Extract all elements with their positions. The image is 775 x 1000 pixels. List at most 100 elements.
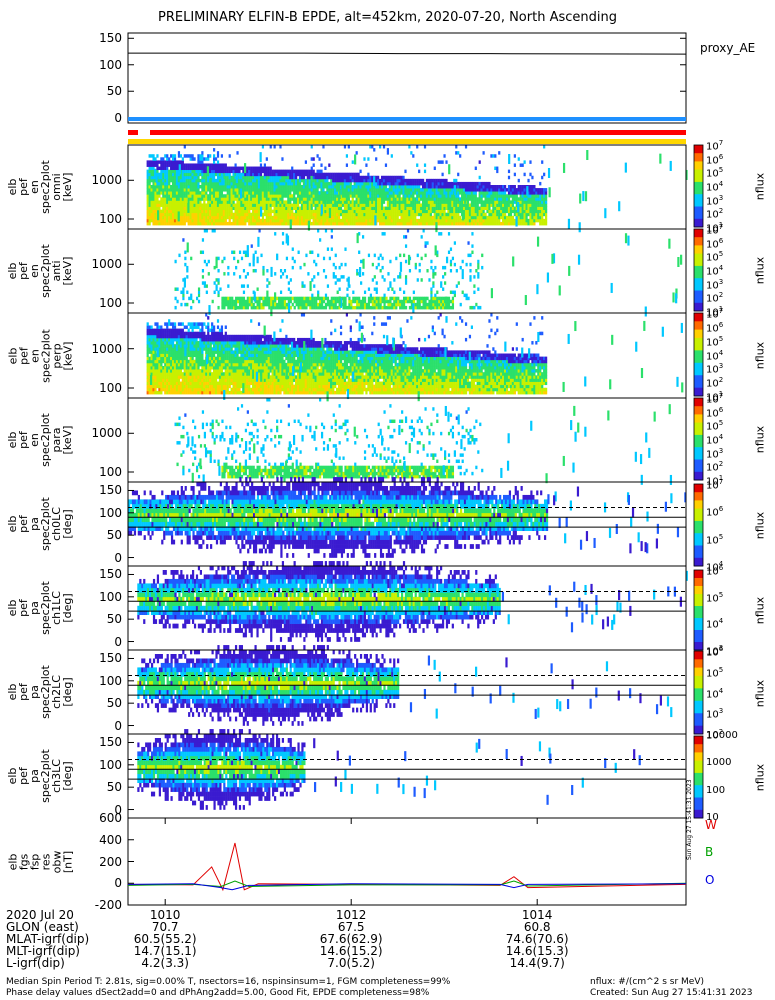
spectrogram-cell: [256, 302, 259, 307]
spectrogram-cell: [336, 209, 339, 214]
spectrogram-cell: [232, 215, 235, 220]
spectrogram-cell: [213, 290, 216, 295]
spectrogram-cell: [332, 209, 335, 214]
spectrogram-cell: [367, 157, 370, 161]
spectrogram-cell: [341, 172, 345, 177]
spectrogram-cell: [156, 194, 159, 198]
spectrogram-cell: [205, 163, 208, 167]
spectrogram-cell: [279, 269, 283, 273]
spectrogram-cell: [162, 175, 165, 180]
spectrogram-cell: [344, 262, 347, 267]
spectrogram-cell: [238, 203, 241, 207]
spectrogram-cell: [379, 203, 382, 207]
spectrogram-cell: [183, 172, 186, 177]
spectrogram-cell: [168, 375, 171, 379]
spectrogram-cell: [451, 212, 454, 217]
spectrogram-cell: [347, 221, 350, 226]
spectrogram-cell: [146, 344, 149, 348]
spectrogram-cell: [211, 181, 214, 186]
spectrogram-cell: [177, 350, 181, 354]
spectrogram-cell: [379, 191, 382, 195]
spectrogram-cell: [185, 359, 188, 364]
spectrogram-cell: [218, 203, 222, 207]
spectrogram-cell: [435, 194, 438, 198]
spectrogram-cell: [150, 384, 153, 389]
spectrogram-cell: [152, 200, 155, 204]
spectrogram-cell: [228, 172, 231, 177]
spectrogram-cell: [310, 175, 313, 186]
spectrogram-cell: [257, 215, 261, 220]
spectrogram-cell: [231, 250, 234, 255]
spectrogram-cell: [332, 215, 335, 220]
spectrogram-cell: [342, 302, 345, 307]
spectrogram-cell: [166, 344, 169, 348]
spectrogram-cell: [246, 166, 249, 171]
spectrogram-cell: [438, 305, 441, 310]
spectrogram-cell: [447, 302, 451, 307]
spectrogram-cell: [197, 185, 200, 189]
spectrogram-cell: [215, 284, 218, 288]
spectrogram-cell: [355, 221, 358, 226]
spectrogram-cell: [156, 191, 159, 195]
spectrogram-cell: [503, 206, 507, 211]
spectrogram-cell: [361, 181, 364, 186]
spectrogram-cell: [185, 194, 188, 198]
spectrogram-cell: [158, 188, 161, 192]
spectrogram-cell: [445, 305, 449, 310]
spectrogram-cell: [324, 206, 327, 211]
spectrogram-cell: [336, 185, 339, 189]
spectrogram-cell: [363, 175, 366, 180]
spectrogram-cell: [187, 334, 190, 339]
spectrogram-cell: [205, 290, 208, 295]
spectrogram-cell: [187, 328, 190, 333]
spectrogram-cell: [146, 206, 149, 211]
spectrogram-cell: [330, 215, 333, 220]
spectrogram-cell: [275, 209, 278, 214]
spectrogram-cell: [336, 175, 339, 180]
spectrogram-cell: [224, 194, 227, 198]
spectrogram-cell: [416, 253, 419, 258]
spectrogram-cell: [481, 265, 484, 270]
spectrogram-cell: [166, 160, 169, 164]
spectrogram-cell: [509, 200, 513, 204]
spectrogram-cell: [478, 188, 481, 192]
spectrogram-cell: [189, 356, 192, 361]
spectrogram-cell: [322, 269, 326, 273]
spectrogram-cell: [519, 209, 522, 214]
spectrogram-cell: [469, 262, 472, 267]
spectrogram-cell: [459, 215, 462, 220]
spectrogram-cell: [480, 206, 483, 211]
spectrogram-cell: [171, 221, 175, 226]
spectrogram-cell: [166, 175, 169, 180]
spectrogram-cell: [228, 191, 231, 195]
spectrogram-cell: [152, 206, 155, 211]
spectrogram-cell: [236, 221, 239, 226]
spectrogram-cell: [353, 175, 356, 180]
spectrogram-cell: [406, 229, 410, 233]
spectrogram-cell: [256, 305, 259, 310]
spectrogram-cell: [578, 222, 581, 233]
spectrogram-cell: [231, 302, 234, 307]
spectrogram-cell: [303, 302, 306, 307]
spectrogram-cell: [332, 175, 335, 180]
spectrogram-cell: [404, 275, 408, 279]
spectrogram-cell: [425, 185, 429, 189]
spectrogram-cell: [179, 322, 183, 326]
spectrogram-cell: [260, 253, 263, 258]
spectrogram-cell: [175, 169, 179, 174]
spectrogram-cell: [283, 185, 286, 189]
spectrogram-cell: [406, 299, 410, 304]
spectrogram-cell: [168, 206, 171, 211]
spectrogram-cell: [300, 215, 304, 220]
spectrogram-cell: [406, 209, 409, 214]
spectrogram-cell: [533, 200, 536, 204]
spectrogram-cell: [507, 203, 511, 207]
spectrogram-cell: [496, 191, 499, 195]
spectrogram-cell: [301, 284, 304, 288]
spectrogram-cell: [367, 188, 370, 192]
spectrogram-cell: [393, 299, 396, 304]
spectrogram-cell: [312, 203, 315, 207]
spectrogram-cell: [408, 197, 411, 201]
spectrogram-cell: [160, 203, 163, 207]
spectrogram-cell: [324, 302, 328, 307]
